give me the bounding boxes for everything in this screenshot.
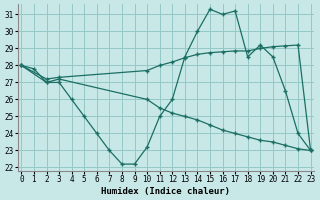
X-axis label: Humidex (Indice chaleur): Humidex (Indice chaleur) — [101, 187, 230, 196]
